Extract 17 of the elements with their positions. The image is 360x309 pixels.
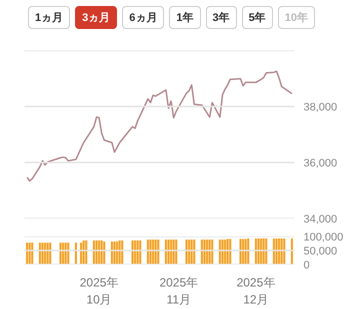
text: 1ヵ月 bbox=[28, 6, 70, 29]
text: 1年 bbox=[169, 6, 200, 29]
x-tick-label: 2025年 11月 bbox=[159, 276, 198, 306]
y-tick-label: 100,000 bbox=[304, 232, 344, 244]
text: 3年 bbox=[206, 6, 237, 29]
y-tick-label: 38,000 bbox=[304, 102, 338, 114]
y-tick-label: 36,000 bbox=[304, 158, 338, 170]
y-tick-label: 50,000 bbox=[304, 246, 338, 258]
text: 6ヵ月 bbox=[122, 6, 164, 29]
text: 5年 bbox=[242, 6, 273, 29]
line-series bbox=[26, 70, 293, 182]
x-tick-label: 2025年 12月 bbox=[236, 276, 276, 306]
x-tick-label: 2025年 10月 bbox=[80, 276, 118, 306]
text: 10年 bbox=[278, 6, 315, 29]
y-tick-label: 34,000 bbox=[304, 214, 338, 226]
y-tick-label: 0 bbox=[304, 260, 310, 272]
text: 3ヵ月 bbox=[75, 6, 118, 29]
